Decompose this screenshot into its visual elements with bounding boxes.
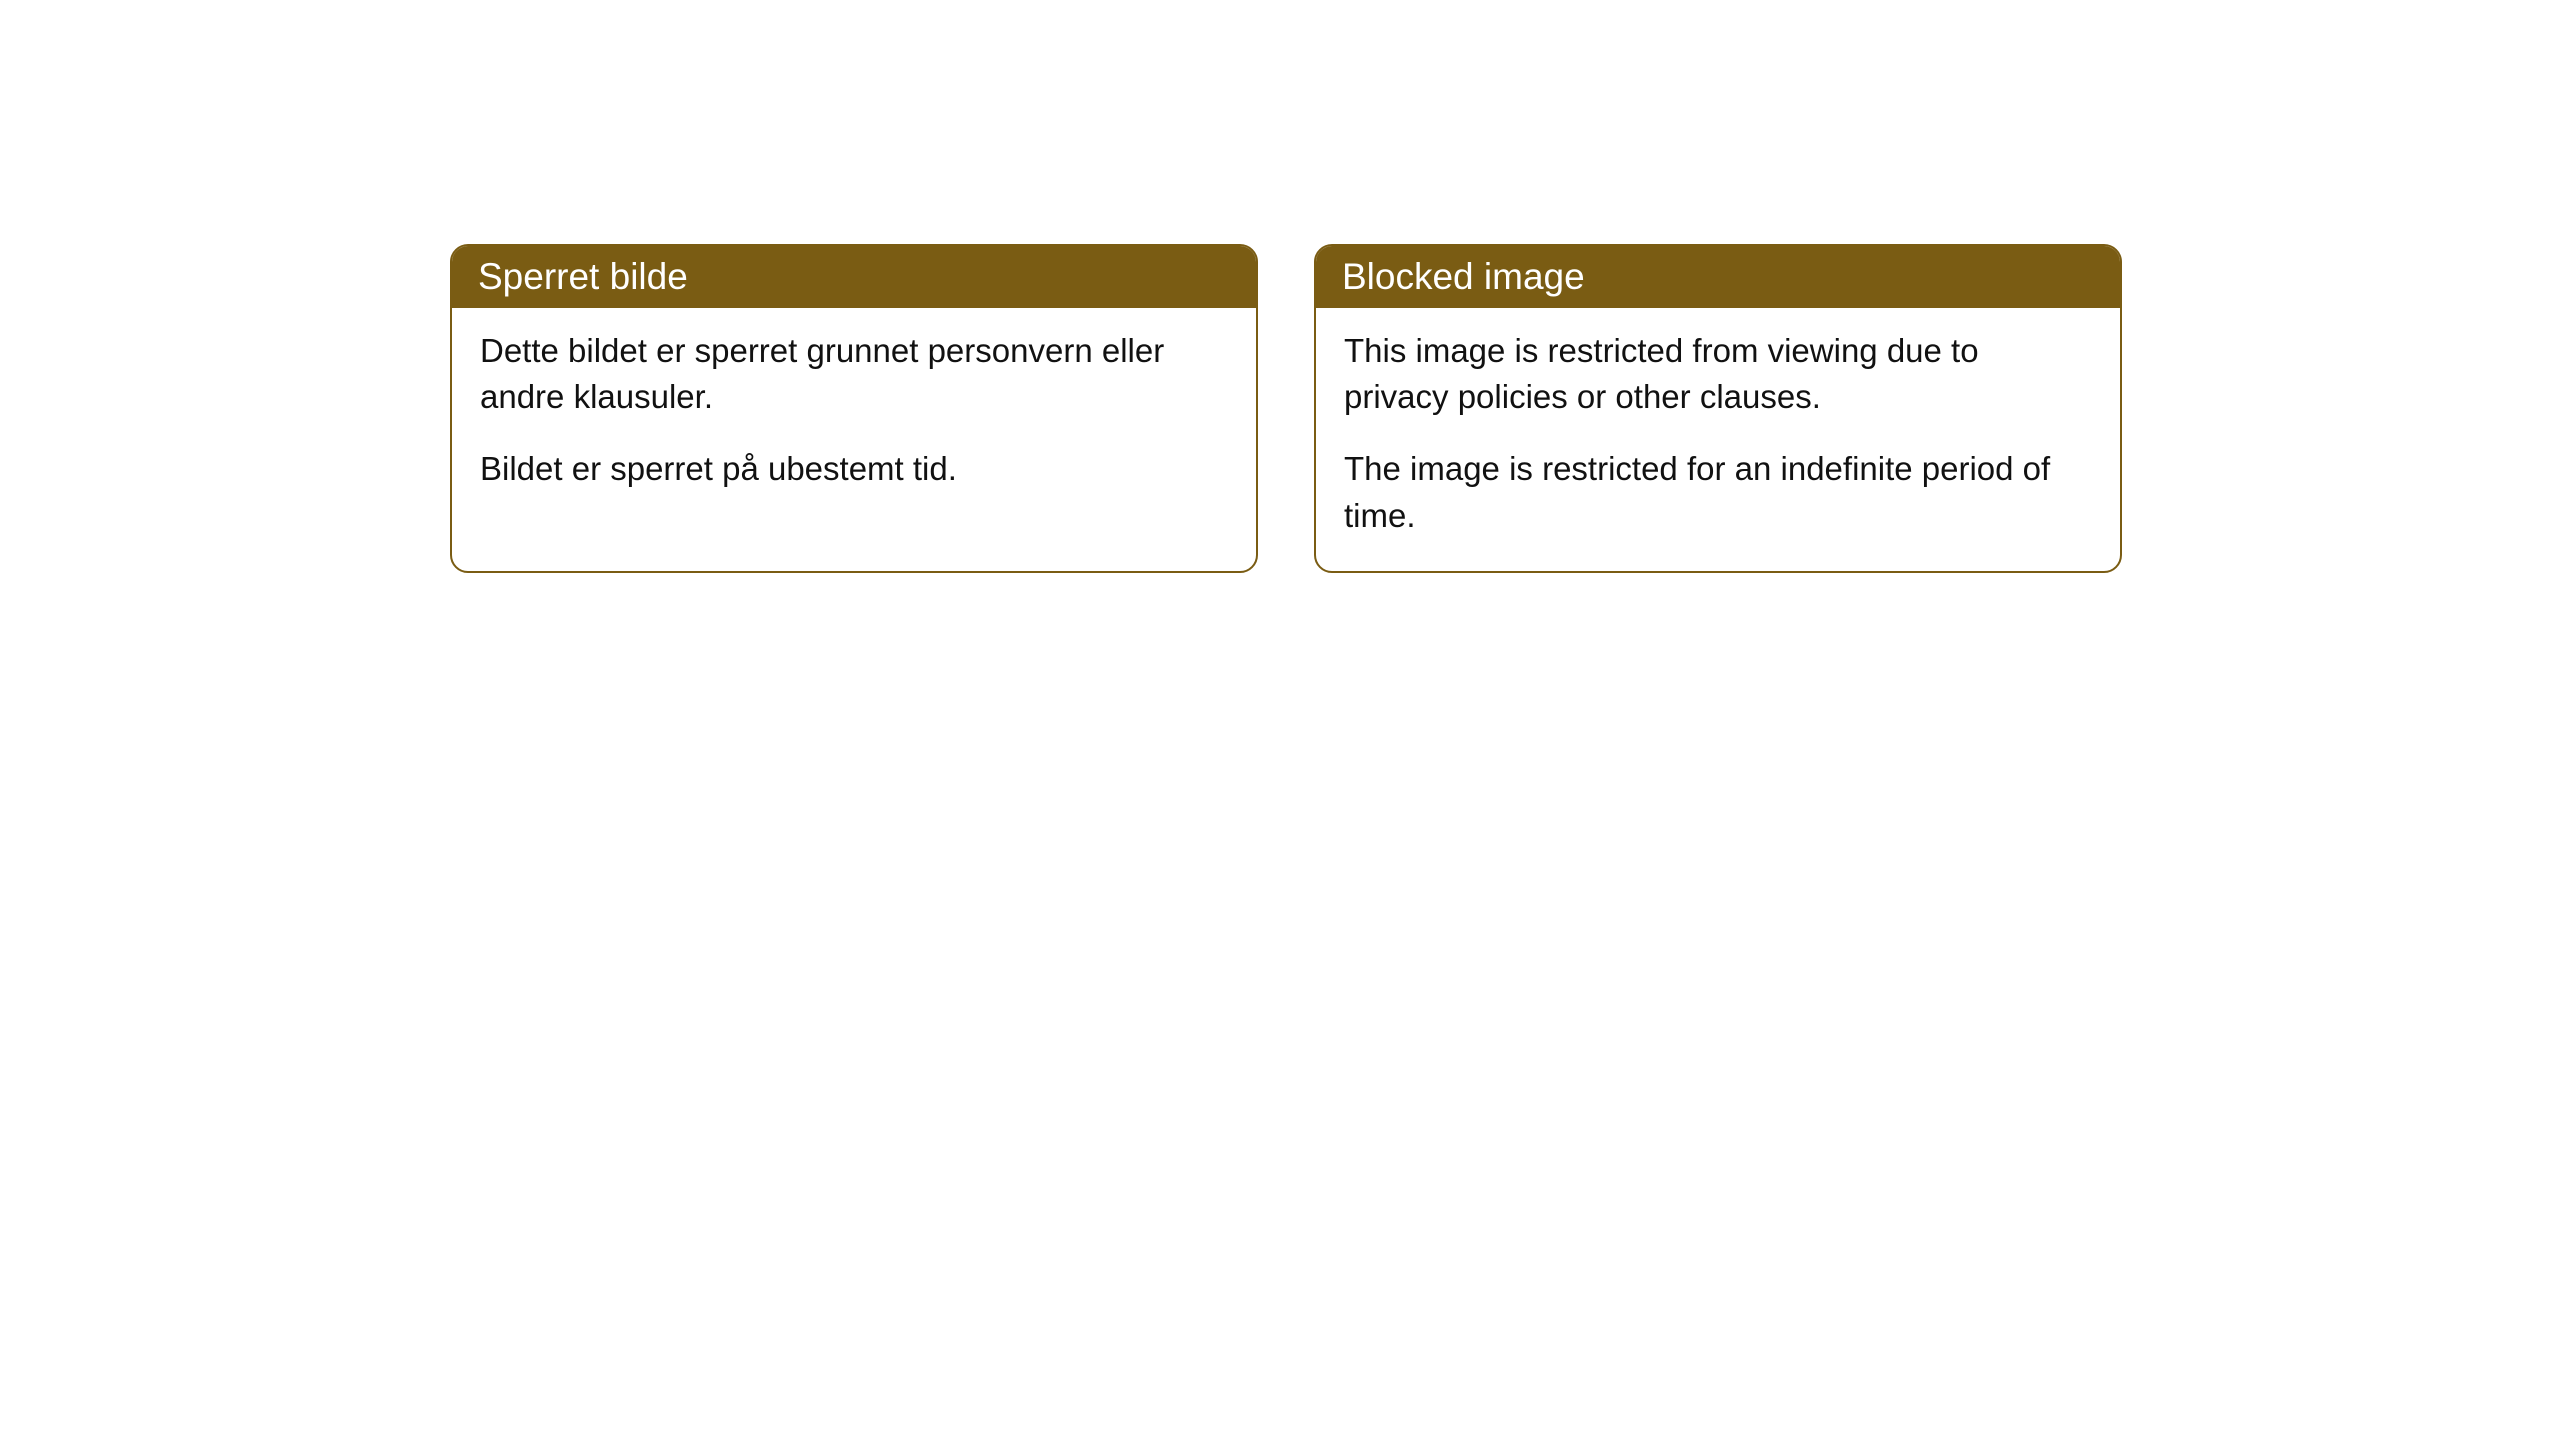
card-paragraph: Bildet er sperret på ubestemt tid. [480,446,1228,492]
cards-container: Sperret bilde Dette bildet er sperret gr… [0,0,2560,573]
card-paragraph: The image is restricted for an indefinit… [1344,446,2092,538]
card-header: Sperret bilde [452,246,1256,308]
card-paragraph: Dette bildet er sperret grunnet personve… [480,328,1228,420]
blocked-image-card-no: Sperret bilde Dette bildet er sperret gr… [450,244,1258,573]
card-title: Sperret bilde [478,256,688,297]
card-body: This image is restricted from viewing du… [1316,308,2120,571]
card-header: Blocked image [1316,246,2120,308]
card-body: Dette bildet er sperret grunnet personve… [452,308,1256,525]
card-paragraph: This image is restricted from viewing du… [1344,328,2092,420]
card-title: Blocked image [1342,256,1585,297]
blocked-image-card-en: Blocked image This image is restricted f… [1314,244,2122,573]
